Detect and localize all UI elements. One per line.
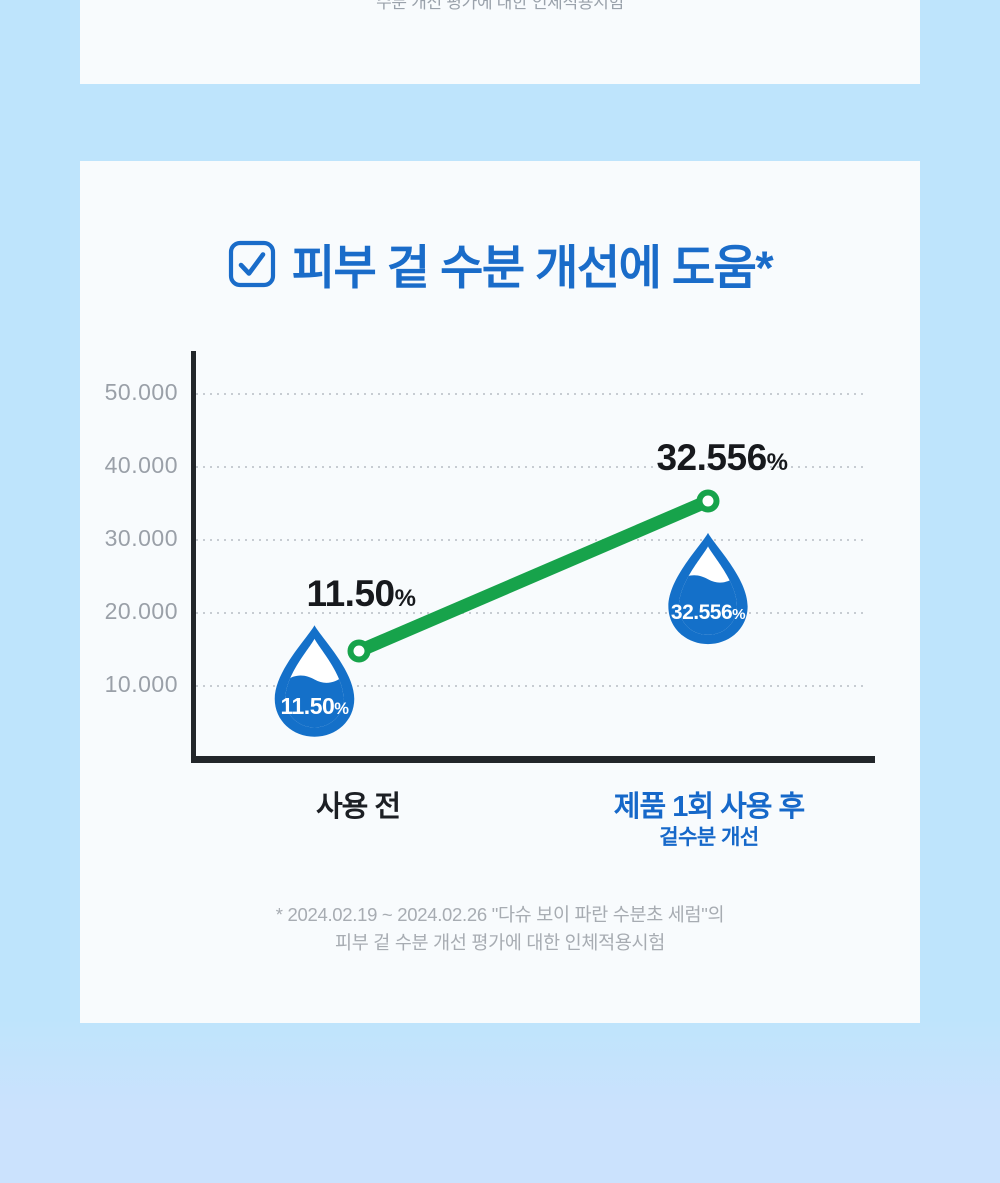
section-title-row: 피부 겉 수분 개선에 도움* <box>80 229 920 298</box>
section-title: 피부 겉 수분 개선에 도움* <box>291 241 774 294</box>
value-after: 32.556 <box>656 437 767 478</box>
value-before-unit: % <box>394 585 416 612</box>
water-drop-icon-after: 32.556% <box>656 530 760 646</box>
x-label-before: 사용 전 <box>315 791 401 823</box>
y-tick-50000: 50.000 <box>104 379 178 405</box>
moisture-chart-card: 피부 겉 수분 개선에 도움* 50.000 40.000 30.000 20.… <box>80 161 920 1023</box>
gridline-20000 <box>196 612 868 614</box>
y-tick-30000: 30.000 <box>104 525 178 551</box>
drop-value-before: 11.50% <box>266 693 363 720</box>
checkbox-check-icon <box>228 240 275 287</box>
gridline-10000 <box>196 685 868 687</box>
y-tick-40000: 40.000 <box>104 452 178 478</box>
value-before: 11.50 <box>306 573 396 614</box>
drop-value-after: 32.556% <box>656 601 760 625</box>
x-sublabel-after: 겉수분 개선 <box>659 826 759 849</box>
previous-footnote-clipped: 수분 개선 평가에 대한 인체적용시험 <box>376 0 624 12</box>
gridline-40000 <box>196 466 868 468</box>
gridline-30000 <box>196 539 868 541</box>
gridline-50000 <box>196 393 868 395</box>
study-footnote-line2: 피부 겉 수분 개선 평가에 대한 인체적용시험 <box>334 931 665 953</box>
trend-line-graphic <box>347 489 720 663</box>
drop-value-after-unit: % <box>732 605 746 623</box>
moisture-line-chart: 50.000 40.000 30.000 20.000 10.000 11.50… <box>80 161 920 1023</box>
drop-value-after-number: 32.556 <box>670 600 733 624</box>
previous-section-card: 수분 개선 평가에 대한 인체적용시험 <box>80 0 920 84</box>
value-label-before: 11.50% <box>251 573 471 615</box>
drop-value-before-unit: % <box>334 699 349 719</box>
x-axis-line <box>191 756 875 763</box>
y-tick-10000: 10.000 <box>104 671 178 697</box>
y-axis-line <box>191 351 196 763</box>
water-drop-icon-before: 11.50% <box>266 622 363 739</box>
value-after-unit: % <box>766 449 788 476</box>
drop-value-before-number: 11.50 <box>280 693 335 720</box>
study-footnote: * 2024.02.19 ~ 2024.02.26 "다슈 보이 파란 수분초 … <box>80 901 920 956</box>
data-point-after <box>696 489 720 513</box>
water-drop-graphic <box>668 532 748 645</box>
data-point-before <box>347 639 371 663</box>
x-label-after: 제품 1회 사용 후 <box>613 791 805 823</box>
value-label-after: 32.556% <box>602 437 842 479</box>
water-drop-graphic <box>274 625 355 737</box>
study-footnote-line1: * 2024.02.19 ~ 2024.02.26 "다슈 보이 파란 수분초 … <box>275 904 725 925</box>
y-tick-20000: 20.000 <box>104 598 178 624</box>
